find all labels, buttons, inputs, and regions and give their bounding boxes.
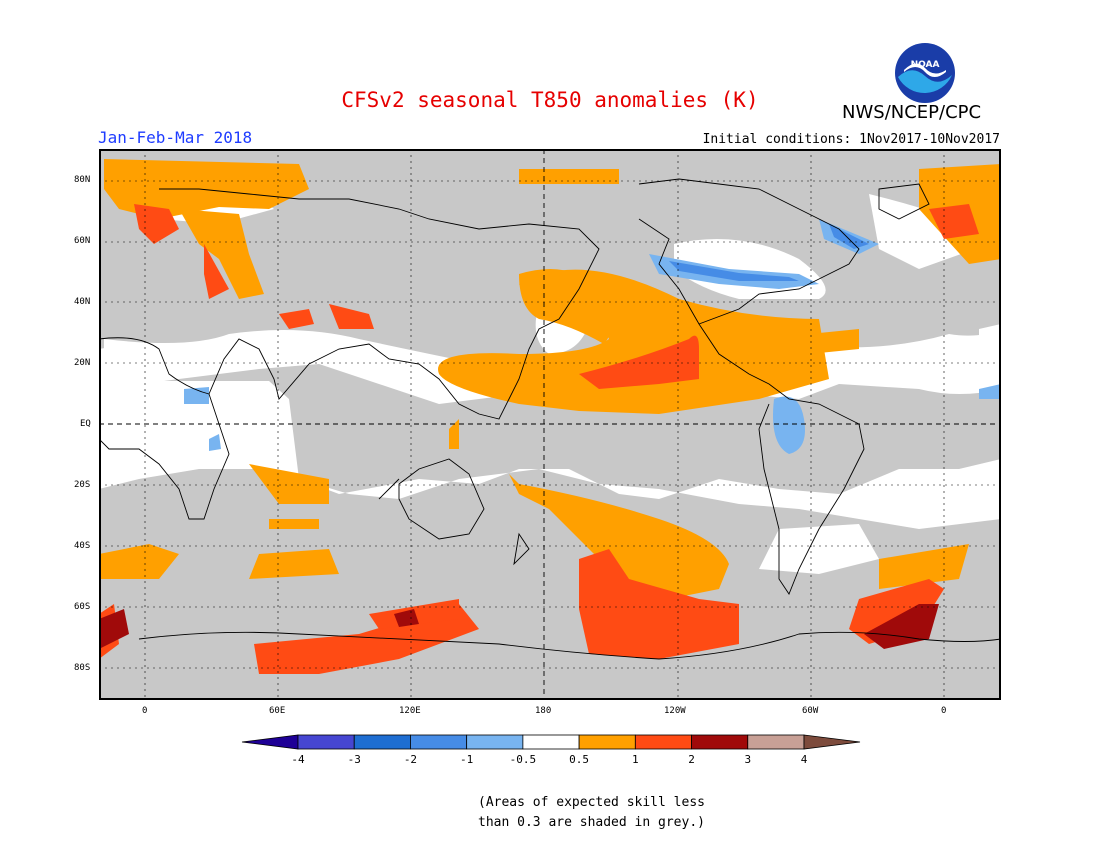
colorbar-tick-label: -4 [291,753,305,766]
lat-label: EQ [80,419,91,429]
lon-label: 180 [535,706,552,716]
colorbar-tick-label: -0.5 [510,753,537,766]
anomaly-regions-blue [669,224,869,281]
skill-note: (Areas of expected skill less than 0.3 a… [478,793,778,833]
coastlines [99,178,1001,660]
anomaly-regions-darkred [99,604,939,649]
lat-label: 80N [74,175,91,185]
colorbar-segment [522,734,580,750]
colorbar-tick-label: 2 [688,753,695,766]
skill-note-line: than 0.3 are shaded in grey.) [478,815,705,830]
colorbar-tick-label: 3 [744,753,751,766]
colorbar-segment [353,734,411,750]
agency-label: NWS/NCEP/CPC [842,102,982,123]
colorbar-tick-label: -2 [404,753,417,766]
colorbar-tick-labels: -4 -3 -2 -1 -0.5 0.5 1 2 3 4 [291,753,807,766]
colorbar-segment [691,734,749,750]
lon-label: 60E [269,706,286,716]
lat-label: 60S [74,602,91,612]
colorbar-segment [634,734,692,750]
colorbar-segment [747,734,805,750]
map-border [99,149,1001,700]
colorbar-segment [466,734,524,750]
colorbar-segment [803,734,861,750]
colorbar-tick-label: 1 [632,753,639,766]
lon-label: 120E [399,706,421,716]
lon-label: 0 [142,706,148,716]
anomaly-regions-orange [99,159,1001,599]
colorbar-tick-label: 0.5 [569,753,589,766]
noaa-logo-icon: NOAA [895,43,955,103]
anomaly-map [99,149,1001,700]
lat-label: 20N [74,358,91,368]
colorbar-tick-label: 4 [801,753,808,766]
colorbar-tick-label: -3 [348,753,361,766]
lat-label: 80S [74,663,91,673]
colorbar-tick-label: -1 [460,753,473,766]
graticule [99,149,1001,700]
equator-dateline [99,149,1001,700]
logo-text: NOAA [911,60,940,70]
anomaly-regions-red [99,204,979,674]
colorbar-segment [297,734,355,750]
lon-label: 0 [941,706,947,716]
initial-conditions: Initial conditions: 1Nov2017-10Nov2017 [702,132,1000,147]
lat-label: 40S [74,541,91,551]
lon-label: 120W [664,706,686,716]
colorbar-legend: -4 -3 -2 -1 -0.5 0.5 1 2 3 4 [241,734,861,766]
lat-label: 60N [74,236,91,246]
lat-label: 40N [74,297,91,307]
colorbar-segment [578,734,636,750]
colorbar-segment [410,734,468,750]
lon-label: 60W [802,706,819,716]
forecast-period: Jan-Feb-Mar 2018 [98,128,253,147]
colorbar-segments [241,734,861,750]
chart-title: CFSv2 seasonal T850 anomalies (K) [341,88,759,112]
skill-note-line: (Areas of expected skill less [478,795,705,810]
colorbar-segment [241,734,299,750]
lat-label: 20S [74,480,91,490]
